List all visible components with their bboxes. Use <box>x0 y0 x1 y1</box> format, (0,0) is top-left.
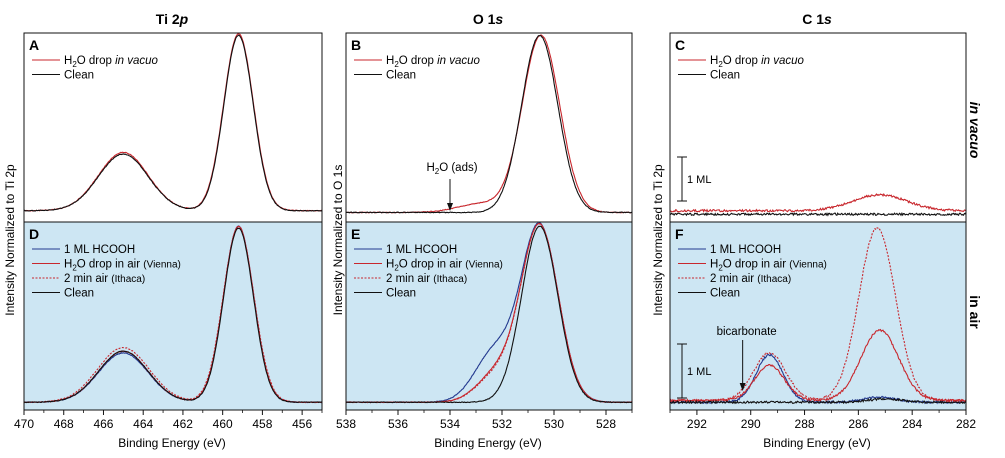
panel-d: D 1 ML HCOOH H2O drop in air (Vienna)2 min… <box>14 221 323 431</box>
legend-label: Clean <box>386 70 416 82</box>
panel-letter: A <box>29 37 39 53</box>
legend-label: H2O drop in air (Vienna) <box>64 259 181 273</box>
series-h2o-drop-in-vacuo <box>670 192 967 213</box>
panel-letter: E <box>351 226 360 242</box>
x-tick-label: 286 <box>848 417 868 431</box>
panel-f: F 1 ML HCOOH H2O drop in air (Vienna)2 min… <box>669 221 976 431</box>
air-background <box>346 222 632 410</box>
x-tick-label: 470 <box>14 417 34 431</box>
legend-label: 2 min air (Ithaca) <box>386 273 467 285</box>
series-h2o-drop-in-air-vienna <box>669 328 967 403</box>
x-tick-label: 462 <box>173 417 193 431</box>
x-tick-label: 468 <box>54 417 74 431</box>
legend-label: Clean <box>710 70 740 82</box>
legend-label: Clean <box>386 288 416 300</box>
column-title-ti2p: Ti 2p <box>156 11 189 27</box>
xlabel-o1s: Binding Energy (eV) <box>434 436 541 450</box>
row-label-in-air: in air <box>967 295 983 329</box>
series-2-min-air-ithaca <box>23 227 323 404</box>
x-tick-label: 532 <box>492 417 512 431</box>
air-background <box>24 222 322 410</box>
panel-e: E 1 ML HCOOH H2O drop in air (Vienna)2 min… <box>336 221 633 431</box>
series-clean <box>23 227 323 404</box>
series-clean <box>346 225 632 404</box>
legend-label: H2O drop in air (Vienna) <box>386 259 503 273</box>
xlabel-ti2p: Binding Energy (eV) <box>118 436 225 450</box>
legend-label: 1 ML HCOOH <box>64 244 135 256</box>
x-tick-label: 284 <box>902 417 922 431</box>
x-tick-label: 292 <box>687 417 707 431</box>
series-clean <box>669 397 967 405</box>
annotation-arrowhead <box>739 383 746 391</box>
x-tick-label: 458 <box>252 417 272 431</box>
legend-label: 1 ML HCOOH <box>710 244 781 256</box>
panel-frame <box>669 221 967 411</box>
scale-bar-label: 1 ML <box>687 366 711 378</box>
annotation-arrowhead <box>447 203 453 211</box>
x-tick-label: 282 <box>956 417 976 431</box>
x-tick-label: 460 <box>213 417 233 431</box>
x-tick-label: 290 <box>741 417 761 431</box>
x-tick-label: 466 <box>93 417 113 431</box>
scale-bar-label: 1 ML <box>687 174 711 186</box>
x-tick-label: 534 <box>440 417 460 431</box>
column-title-c1s: C 1s <box>802 11 832 27</box>
panel-frame <box>23 221 323 411</box>
series-clean <box>669 211 967 217</box>
annotation-h2o-ads: H2O (ads) <box>426 162 477 176</box>
x-tick-label: 528 <box>596 417 616 431</box>
legend-label: H2O drop in vacuo <box>64 55 159 69</box>
legend-label: 2 min air (Ithaca) <box>64 273 145 285</box>
series-clean <box>23 34 323 212</box>
row-label-in-vacuo: in vacuo <box>967 102 983 159</box>
x-tick-label: 530 <box>544 417 564 431</box>
legend-label: Clean <box>64 288 94 300</box>
x-tick-label: 456 <box>292 417 312 431</box>
panel-frame <box>345 221 633 411</box>
legend-label: H2O drop in vacuo <box>710 55 805 69</box>
x-tick-label: 288 <box>795 417 815 431</box>
air-background <box>670 222 966 410</box>
annotation-bicarbonate: bicarbonate <box>717 326 777 338</box>
x-tick-label: 464 <box>133 417 153 431</box>
column-title-o1s: O 1s <box>473 11 504 27</box>
xlabel-c1s: Binding Energy (eV) <box>763 436 870 450</box>
legend-label: Clean <box>64 70 94 82</box>
ylabel-c1s: Intensity Normalized to Ti 2p <box>651 164 665 316</box>
series-2-min-air-ithaca <box>669 226 967 403</box>
panel-letter: F <box>675 226 684 242</box>
legend-label: 1 ML HCOOH <box>386 244 457 256</box>
legend-label: Clean <box>710 288 740 300</box>
legend-label: 2 min air (Ithaca) <box>710 273 791 285</box>
legend-label: H2O drop in vacuo <box>386 55 481 69</box>
panel-letter: B <box>351 37 361 53</box>
panel-letter: C <box>675 37 685 53</box>
panel-letter: D <box>29 226 39 242</box>
x-tick-label: 538 <box>336 417 356 431</box>
legend-label: H2O drop in air (Vienna) <box>710 259 827 273</box>
series-2-min-air-ithaca <box>345 222 633 404</box>
ylabel-o1s: Intensity Normalized to O 1s <box>331 165 345 316</box>
x-tick-label: 536 <box>388 417 408 431</box>
series-clean <box>345 35 633 214</box>
ylabel-ti2p: Intensity Normalized to Ti 2p <box>3 164 17 316</box>
